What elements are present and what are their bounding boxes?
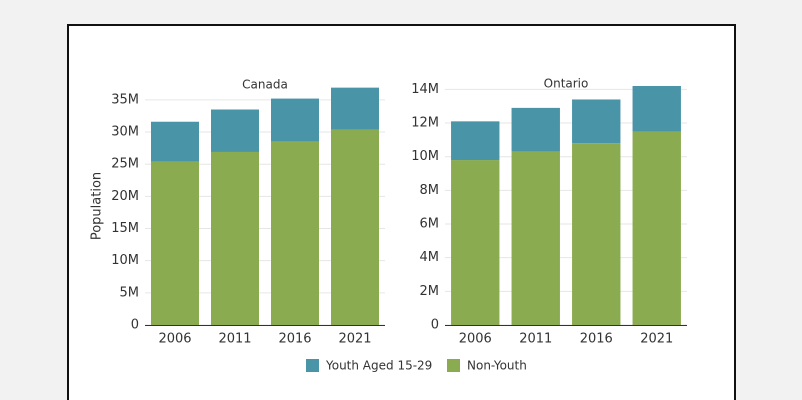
bar-segment <box>632 131 681 325</box>
bar-segment <box>211 151 259 325</box>
y-tick-label: 15M <box>111 221 139 236</box>
bar-segment <box>271 141 319 325</box>
y-tick-label: 14M <box>411 82 439 97</box>
legend-label: Youth Aged 15-29 <box>325 359 432 373</box>
y-axis-label: Population <box>90 172 105 240</box>
bar-segment <box>632 86 681 132</box>
bar-segment <box>511 107 560 152</box>
legend-label: Non-Youth <box>467 359 527 373</box>
y-tick-label: 8M <box>420 183 440 198</box>
x-tick-label: 2006 <box>158 332 191 347</box>
y-tick-label: 10M <box>411 149 439 164</box>
y-tick-label: 0 <box>131 318 139 333</box>
y-tick-label: 2M <box>420 284 440 299</box>
x-tick-label: 2016 <box>580 332 613 347</box>
legend-swatch <box>447 359 460 372</box>
bar-segment <box>151 161 199 325</box>
bar-segment <box>271 98 319 142</box>
bar-segment <box>331 129 379 325</box>
bar-segment <box>151 121 199 162</box>
chart-subtitle: Canada <box>242 78 288 92</box>
y-tick-label: 35M <box>111 92 139 107</box>
x-tick-label: 2021 <box>640 332 673 347</box>
bar-segment <box>211 109 259 152</box>
y-tick-label: 10M <box>111 253 139 268</box>
y-tick-label: 25M <box>111 157 139 172</box>
bar-segment <box>451 160 500 325</box>
y-tick-label: 30M <box>111 125 139 140</box>
y-tick-label: 4M <box>420 250 440 265</box>
y-tick-label: 20M <box>111 189 139 204</box>
y-tick-label: 0 <box>431 318 439 333</box>
chart-subtitle: Ontario <box>544 77 589 91</box>
bar-segment <box>572 143 621 325</box>
x-tick-label: 2006 <box>459 332 492 347</box>
y-tick-label: 6M <box>420 217 440 232</box>
y-tick-label: 5M <box>120 285 140 300</box>
x-tick-label: 2016 <box>278 332 311 347</box>
bar-segment <box>511 151 560 325</box>
bar-segment <box>451 121 500 161</box>
x-tick-label: 2011 <box>218 332 251 347</box>
legend-swatch <box>306 359 319 372</box>
bar-segment <box>572 99 621 144</box>
x-tick-label: 2021 <box>338 332 371 347</box>
bar-segment <box>331 87 379 130</box>
y-tick-label: 12M <box>411 116 439 131</box>
x-tick-label: 2011 <box>519 332 552 347</box>
